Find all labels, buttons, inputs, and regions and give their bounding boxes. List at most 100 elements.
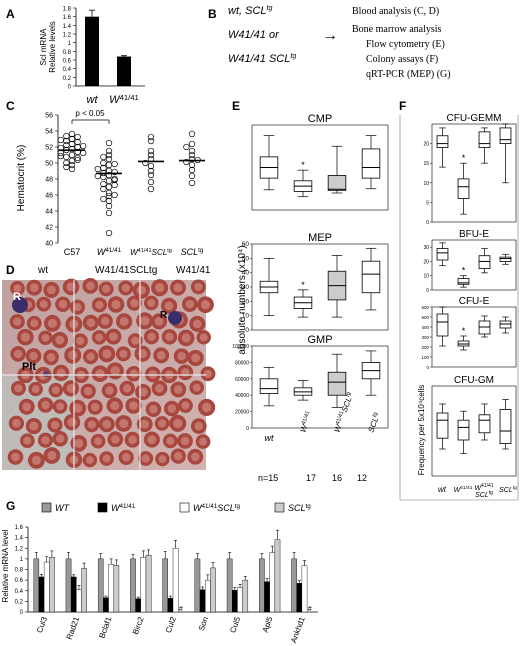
g-xlabel: Cul3 bbox=[35, 615, 49, 634]
rbc-center bbox=[173, 283, 183, 292]
micro-inset-plt: Plt bbox=[22, 361, 36, 373]
c-point bbox=[105, 183, 113, 191]
rbc-center bbox=[111, 434, 120, 444]
panel-letter-e: E bbox=[232, 99, 240, 113]
rbc-center bbox=[13, 349, 23, 359]
rbc-center bbox=[95, 300, 104, 309]
c-point bbox=[80, 149, 87, 157]
c-ytick-label: 46 bbox=[45, 193, 53, 200]
box-ytick-label: 20 bbox=[423, 259, 429, 265]
rbc-center bbox=[119, 349, 128, 358]
rbc-center bbox=[85, 456, 94, 465]
g-legend-label: W41/41 bbox=[111, 503, 136, 513]
rbc-center bbox=[73, 302, 82, 312]
g-bar bbox=[226, 558, 233, 613]
a-ytick-label: 0.4 bbox=[63, 67, 72, 73]
rbc-center bbox=[190, 452, 200, 462]
c-point bbox=[111, 191, 118, 199]
rbc-center bbox=[51, 386, 60, 395]
c-point bbox=[68, 151, 76, 159]
rbc-center bbox=[158, 455, 167, 464]
box-ytick-label: 0 bbox=[426, 220, 429, 226]
c-point bbox=[111, 176, 118, 184]
panel-letter-f: F bbox=[399, 99, 406, 113]
c-point bbox=[100, 195, 107, 203]
g-bar bbox=[33, 558, 40, 613]
c-point bbox=[147, 147, 155, 155]
a-ytick-label: 1 bbox=[68, 41, 72, 47]
g-xlabel: Cul5 bbox=[228, 615, 242, 634]
g-bar bbox=[199, 589, 206, 613]
g-legend-label: WT bbox=[55, 503, 70, 513]
c-point bbox=[68, 135, 76, 143]
c-point bbox=[80, 142, 87, 150]
box-title: MEP bbox=[308, 232, 332, 244]
rbc-center bbox=[173, 385, 183, 394]
g-ytick-label: 1 bbox=[20, 557, 24, 563]
c-point bbox=[188, 179, 196, 187]
box-ytick-label: 20 bbox=[242, 298, 250, 305]
rbc-center bbox=[41, 400, 50, 410]
g-bar bbox=[237, 587, 243, 613]
rbc-center bbox=[192, 319, 202, 329]
rbc-center bbox=[141, 454, 150, 463]
rbc-center bbox=[181, 401, 190, 410]
rbc-center bbox=[105, 386, 114, 395]
box-iqr bbox=[436, 248, 449, 261]
c-point bbox=[188, 166, 196, 174]
box-title: CFU-GEMM bbox=[447, 113, 502, 124]
box-ytick-label: 10 bbox=[423, 274, 429, 280]
rbc-center bbox=[192, 383, 201, 392]
rbc-center bbox=[140, 419, 150, 429]
box-iqr bbox=[436, 313, 449, 337]
c-xlabel-0: C57 bbox=[64, 247, 81, 257]
g-bar bbox=[264, 581, 270, 613]
rbc-center bbox=[14, 384, 23, 393]
g-bar bbox=[140, 557, 147, 613]
rbc-center bbox=[194, 421, 204, 431]
rbc-center bbox=[166, 436, 175, 445]
rbc-center bbox=[55, 335, 65, 345]
e-ylabel: absolute numbers (x10⁴) bbox=[237, 245, 248, 354]
c-point bbox=[105, 202, 113, 210]
panel-letter-c: C bbox=[6, 99, 15, 113]
panel-letter-a: A bbox=[6, 7, 15, 21]
box-frame bbox=[431, 385, 517, 477]
rbc-center bbox=[95, 369, 105, 379]
c-ytick-label: 40 bbox=[45, 241, 53, 248]
rbc-center bbox=[50, 420, 60, 430]
c-point bbox=[100, 173, 107, 181]
rbc-center bbox=[155, 383, 164, 393]
c-point bbox=[100, 185, 107, 193]
g-ylabel: Relative mRNA level bbox=[1, 529, 10, 602]
box-frame bbox=[251, 345, 389, 429]
f-xlabel-1: W41/41 bbox=[454, 485, 473, 494]
c-point bbox=[188, 140, 196, 148]
rbc-center bbox=[129, 401, 138, 411]
box-ytick-label: 60 bbox=[242, 241, 250, 248]
g-ytick-label: 1.6 bbox=[15, 525, 24, 531]
rbc-center bbox=[13, 317, 22, 326]
rbc-center bbox=[121, 283, 130, 293]
box-title: BFU-E bbox=[459, 229, 489, 240]
box-ytick-label: 0 bbox=[426, 365, 429, 370]
g-ytick-label: 1.2 bbox=[15, 546, 24, 552]
g-xlabel: Rad21 bbox=[65, 615, 82, 641]
rbc-center bbox=[86, 352, 95, 361]
c-point bbox=[147, 167, 155, 175]
box-sig-star: * bbox=[301, 280, 305, 290]
box-ytick-label: 300 bbox=[421, 335, 429, 340]
c-point bbox=[68, 130, 76, 138]
panel-b-arrow: → bbox=[322, 27, 338, 44]
box-frame bbox=[431, 123, 517, 223]
panel-b-item-5: qRT-PCR (MEP) (G) bbox=[366, 69, 451, 80]
rbc-center bbox=[13, 284, 22, 293]
g-bar bbox=[130, 558, 136, 613]
c-point bbox=[105, 147, 113, 155]
box-iqr bbox=[436, 412, 449, 439]
rbc-center bbox=[20, 332, 30, 342]
g-legend-label: W41/41SCLtg bbox=[193, 503, 241, 513]
a-ytick-label: 1.4 bbox=[63, 24, 72, 30]
rbc-center bbox=[130, 299, 139, 308]
